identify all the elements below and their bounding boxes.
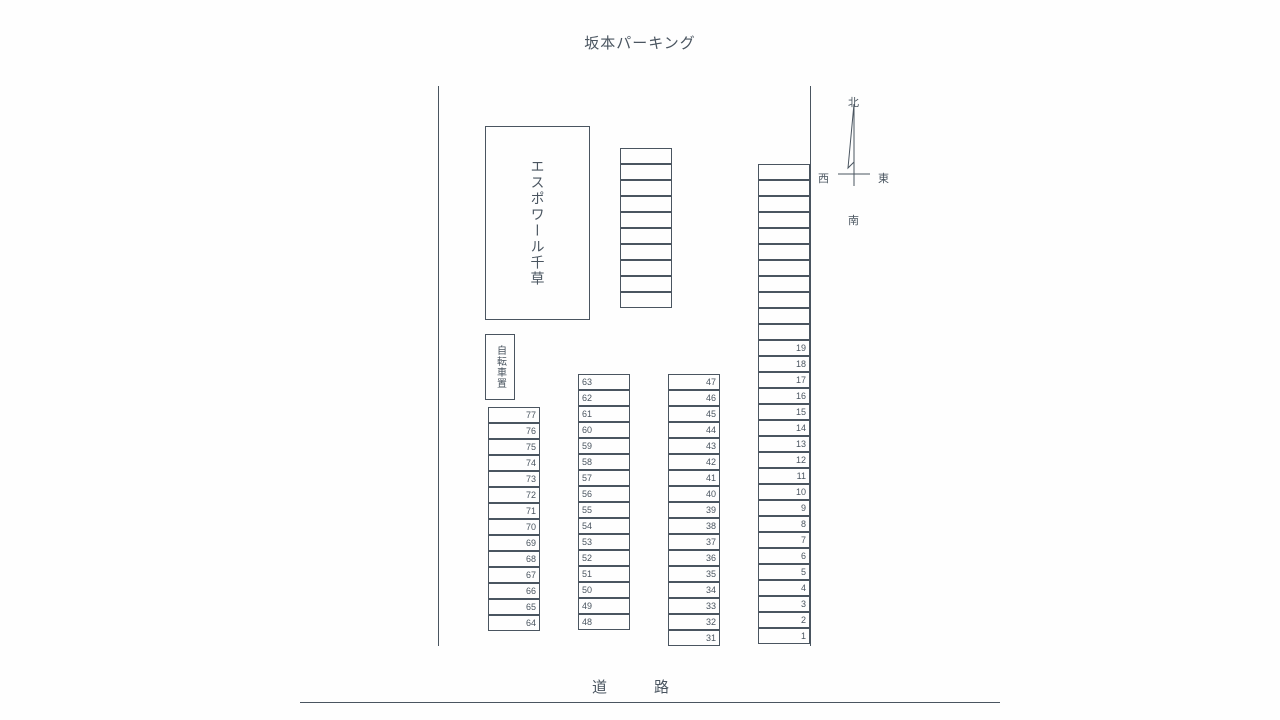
parking-slot-blank	[620, 260, 672, 276]
parking-slot-blank	[758, 212, 810, 228]
parking-slot-50: 50	[578, 582, 630, 598]
boundary-left	[438, 86, 439, 646]
boundary-right	[810, 86, 811, 646]
parking-slot-1: 1	[758, 628, 810, 644]
parking-slot-64: 64	[488, 615, 540, 631]
parking-slot-5: 5	[758, 564, 810, 580]
parking-slot-72: 72	[488, 487, 540, 503]
parking-slot-52: 52	[578, 550, 630, 566]
parking-slot-blank	[758, 244, 810, 260]
parking-slot-32: 32	[668, 614, 720, 630]
parking-slot-blank	[620, 164, 672, 180]
parking-slot-40: 40	[668, 486, 720, 502]
parking-slot-35: 35	[668, 566, 720, 582]
parking-slot-53: 53	[578, 534, 630, 550]
parking-slot-13: 13	[758, 436, 810, 452]
parking-slot-71: 71	[488, 503, 540, 519]
parking-slot-45: 45	[668, 406, 720, 422]
parking-slot-48: 48	[578, 614, 630, 630]
page-title: 坂本パーキング	[0, 32, 1280, 53]
parking-slot-76: 76	[488, 423, 540, 439]
parking-slot-15: 15	[758, 404, 810, 420]
parking-slot-blank	[758, 292, 810, 308]
parking-slot-42: 42	[668, 454, 720, 470]
parking-slot-57: 57	[578, 470, 630, 486]
parking-slot-7: 7	[758, 532, 810, 548]
parking-slot-33: 33	[668, 598, 720, 614]
parking-slot-3: 3	[758, 596, 810, 612]
parking-slot-2: 2	[758, 612, 810, 628]
parking-slot-blank	[758, 180, 810, 196]
parking-slot-41: 41	[668, 470, 720, 486]
parking-slot-12: 12	[758, 452, 810, 468]
parking-slot-blank	[758, 196, 810, 212]
parking-slot-9: 9	[758, 500, 810, 516]
parking-slot-58: 58	[578, 454, 630, 470]
parking-slot-63: 63	[578, 374, 630, 390]
bicycle-storage: 自転車置	[485, 334, 515, 400]
parking-slot-38: 38	[668, 518, 720, 534]
parking-slot-blank	[620, 180, 672, 196]
parking-slot-60: 60	[578, 422, 630, 438]
parking-slot-17: 17	[758, 372, 810, 388]
parking-slot-77: 77	[488, 407, 540, 423]
parking-slot-blank	[620, 228, 672, 244]
parking-slot-blank	[758, 324, 810, 340]
parking-slot-61: 61	[578, 406, 630, 422]
compass-south: 南	[848, 212, 859, 228]
parking-slot-blank	[758, 228, 810, 244]
parking-slot-49: 49	[578, 598, 630, 614]
parking-slot-blank	[758, 260, 810, 276]
parking-slot-11: 11	[758, 468, 810, 484]
parking-slot-37: 37	[668, 534, 720, 550]
parking-slot-73: 73	[488, 471, 540, 487]
parking-slot-66: 66	[488, 583, 540, 599]
building-espoir: エスポワール千草	[485, 126, 590, 320]
parking-slot-67: 67	[488, 567, 540, 583]
parking-slot-34: 34	[668, 582, 720, 598]
parking-slot-54: 54	[578, 518, 630, 534]
parking-slot-6: 6	[758, 548, 810, 564]
parking-slot-blank	[758, 308, 810, 324]
parking-slot-39: 39	[668, 502, 720, 518]
parking-slot-70: 70	[488, 519, 540, 535]
parking-slot-44: 44	[668, 422, 720, 438]
parking-slot-14: 14	[758, 420, 810, 436]
parking-slot-59: 59	[578, 438, 630, 454]
parking-slot-4: 4	[758, 580, 810, 596]
parking-slot-31: 31	[668, 630, 720, 646]
compass-needle	[834, 104, 874, 194]
parking-slot-65: 65	[488, 599, 540, 615]
compass-west: 西	[818, 170, 829, 186]
parking-slot-43: 43	[668, 438, 720, 454]
parking-slot-18: 18	[758, 356, 810, 372]
parking-slot-47: 47	[668, 374, 720, 390]
parking-slot-blank	[620, 196, 672, 212]
parking-slot-blank	[758, 164, 810, 180]
parking-slot-blank	[620, 292, 672, 308]
parking-slot-19: 19	[758, 340, 810, 356]
parking-slot-blank	[620, 212, 672, 228]
parking-slot-16: 16	[758, 388, 810, 404]
parking-slot-62: 62	[578, 390, 630, 406]
parking-slot-75: 75	[488, 439, 540, 455]
parking-slot-51: 51	[578, 566, 630, 582]
parking-slot-blank	[620, 244, 672, 260]
parking-slot-46: 46	[668, 390, 720, 406]
parking-slot-74: 74	[488, 455, 540, 471]
parking-slot-8: 8	[758, 516, 810, 532]
parking-slot-blank	[620, 276, 672, 292]
parking-slot-blank	[620, 148, 672, 164]
parking-diagram: 坂本パーキング エスポワール千草 自転車置 道 路 北 南 西 東 191817…	[0, 0, 1280, 720]
parking-slot-68: 68	[488, 551, 540, 567]
parking-slot-36: 36	[668, 550, 720, 566]
parking-slot-10: 10	[758, 484, 810, 500]
compass-east: 東	[878, 170, 889, 186]
parking-slot-55: 55	[578, 502, 630, 518]
parking-slot-69: 69	[488, 535, 540, 551]
road-line	[300, 702, 1000, 703]
road-label: 道 路	[592, 676, 685, 697]
parking-slot-56: 56	[578, 486, 630, 502]
parking-slot-blank	[758, 276, 810, 292]
